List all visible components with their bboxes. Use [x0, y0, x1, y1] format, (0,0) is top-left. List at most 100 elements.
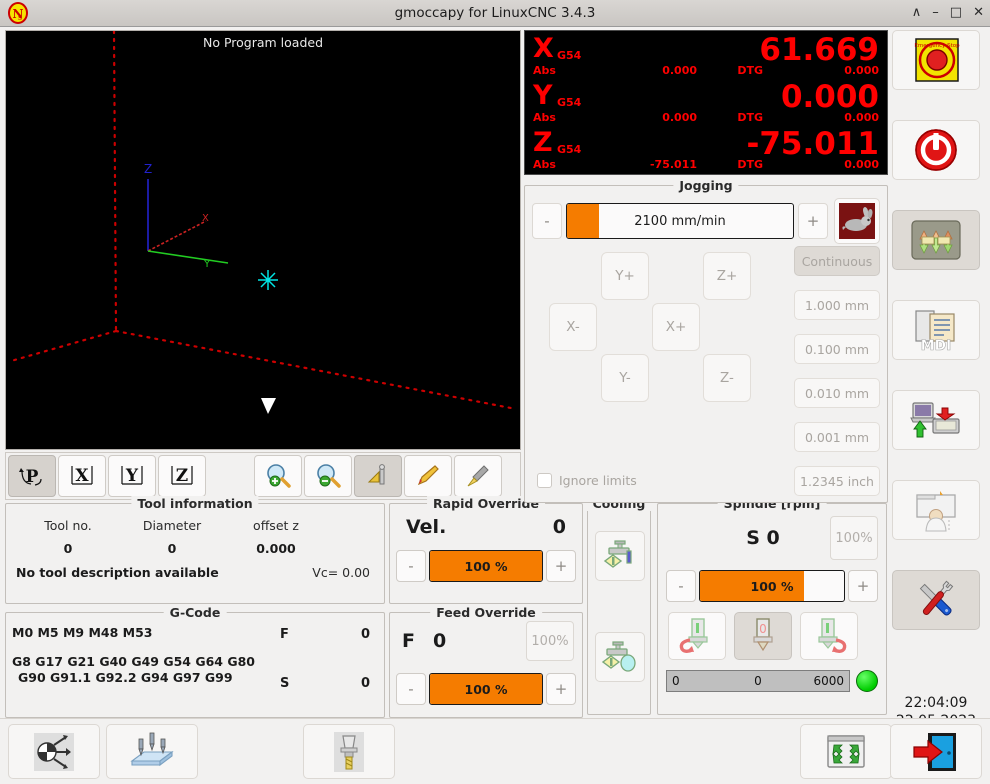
rapid-override-plus-button[interactable]: + — [546, 550, 576, 582]
jog-increment-0.1mm[interactable]: 0.100 mm — [794, 334, 880, 364]
dro-axis-y[interactable]: Y G54 0.000 Abs 0.000 DTG 0.000 — [531, 79, 881, 129]
spindle-override-value: 100 % — [750, 578, 794, 594]
jog-z-minus-button[interactable]: Z- — [703, 354, 751, 402]
jog-increment-inch[interactable]: 1.2345 inch — [794, 466, 880, 496]
svg-text:0: 0 — [759, 622, 767, 636]
view-z-button[interactable]: Z — [158, 455, 206, 497]
velocity-value: 0 — [552, 516, 566, 538]
zoom-in-button[interactable] — [254, 455, 302, 497]
spindle-override-bar[interactable]: 100 % — [699, 570, 845, 602]
spindle-cw-button[interactable] — [800, 612, 858, 660]
spindle-status-led — [856, 670, 878, 692]
exit-button[interactable] — [890, 724, 982, 779]
tool-info-values: 0 0 0.000 — [16, 541, 374, 556]
feed-override-minus-button[interactable]: - — [396, 673, 426, 705]
jog-x-plus-button[interactable]: X+ — [652, 303, 700, 351]
feed-label: F — [280, 627, 289, 642]
ignore-limits-row[interactable]: Ignore limits — [537, 473, 637, 488]
mdi-icon: MDI — [915, 310, 955, 353]
jog-increment-0.001mm[interactable]: 0.001 mm — [794, 422, 880, 452]
offset-z-header: offset z — [253, 518, 299, 533]
clear-plot-button[interactable] — [454, 455, 502, 497]
dro-display[interactable]: X G54 61.669 Abs 0.000 DTG 0.000 Y G54 0… — [524, 30, 888, 175]
dro-y-dtg-label: DTG — [737, 111, 763, 124]
tools-settings-icon — [919, 580, 954, 616]
jogging-frame: Jogging - 2100 mm/min + — [524, 178, 888, 503]
rapid-override-minus-button[interactable]: - — [396, 550, 426, 582]
feed-override-reset-button[interactable]: 100% — [526, 621, 574, 661]
homing-button[interactable] — [8, 724, 100, 779]
manual-mode-button[interactable] — [892, 210, 980, 270]
jog-x-minus-button[interactable]: X- — [549, 303, 597, 351]
emergency-stop-icon: Emergency Stop — [914, 38, 960, 82]
auto-mode-button[interactable] — [892, 390, 980, 450]
svg-text:s: s — [18, 13, 22, 22]
tool-no-header: Tool no. — [44, 518, 92, 533]
show-dimensions-button[interactable] — [354, 455, 402, 497]
minimize-button[interactable]: – — [932, 5, 939, 20]
dro-x-dtg-value: 0.000 — [844, 64, 879, 77]
feed-override-plus-button[interactable]: + — [546, 673, 576, 705]
spindle-ccw-icon — [679, 618, 708, 653]
mdi-mode-button[interactable]: MDI — [892, 300, 980, 360]
view-perspective-button[interactable]: P — [8, 455, 56, 497]
spindle-override-minus-button[interactable]: - — [666, 570, 696, 602]
ignore-limits-checkbox[interactable] — [537, 473, 552, 488]
offset-z-value: 0.000 — [256, 541, 296, 556]
dro-axis-z[interactable]: Z G54 -75.011 Abs -75.011 DTG 0.000 — [531, 127, 881, 176]
spindle-bar-current: 0 — [754, 674, 762, 688]
feed-override-bar[interactable]: 100 % — [429, 673, 543, 705]
touch-off-button[interactable] — [106, 724, 198, 779]
dro-y-value: 0.000 — [780, 79, 879, 115]
user-tabs-button[interactable] — [892, 480, 980, 540]
jog-y-plus-button[interactable]: Y+ — [601, 252, 649, 300]
feed-override-value: 100 % — [464, 681, 508, 697]
close-button[interactable]: ✕ — [973, 5, 984, 20]
fullscreen-button[interactable] — [800, 724, 892, 779]
jog-velocity-bar[interactable]: 2100 mm/min — [566, 203, 794, 239]
feed-override-title: Feed Override — [430, 605, 542, 620]
spindle-ccw-button[interactable] — [668, 612, 726, 660]
dro-x-abs-value: 0.000 — [662, 64, 697, 77]
spindle-bar-max: 6000 — [813, 674, 844, 688]
shade-button[interactable]: ∧ — [911, 5, 922, 20]
rapid-toggle-button[interactable] — [834, 198, 880, 244]
spindle-override-plus-button[interactable]: + — [848, 570, 878, 602]
jog-button-pad: Y+ Z+ X- X+ Y- Z- — [525, 250, 887, 420]
edit-program-button[interactable] — [404, 455, 452, 497]
jog-z-plus-button[interactable]: Z+ — [703, 252, 751, 300]
rapid-override-bar[interactable]: 100 % — [429, 550, 543, 582]
manual-jog-icon — [911, 220, 961, 260]
estop-button[interactable]: Emergency Stop — [892, 30, 980, 90]
svg-text:X: X — [202, 213, 209, 224]
jog-increment-continuous[interactable]: Continuous — [794, 246, 880, 276]
machine-power-button[interactable] — [892, 120, 980, 180]
jog-velocity-minus-button[interactable]: - — [532, 203, 562, 239]
maximize-button[interactable]: □ — [949, 5, 963, 20]
jog-y-minus-button[interactable]: Y- — [601, 354, 649, 402]
settings-button[interactable] — [892, 570, 980, 630]
preview-3d-scene: Z X Y — [9, 31, 518, 414]
gcode-preview-area[interactable]: No Program loaded Z X Y — [5, 30, 521, 450]
spindle-override-reset-button[interactable]: 100% — [830, 516, 878, 560]
dro-z-dtg-label: DTG — [737, 158, 763, 171]
dro-y-dtg-value: 0.000 — [844, 111, 879, 124]
spindle-stop-button[interactable]: 0 — [734, 612, 792, 660]
clock-time: 22:04:09 — [904, 695, 968, 711]
mist-coolant-button[interactable] — [595, 632, 645, 682]
dro-x-coordsys: G54 — [557, 49, 582, 62]
svg-text:Z: Z — [144, 162, 152, 176]
view-x-button[interactable]: X — [58, 455, 106, 497]
gcode-frame: G-Code M0 M5 M9 M48 M53 G8 G17 G21 G40 G… — [5, 605, 385, 718]
view-y-button[interactable]: Y — [108, 455, 156, 497]
dro-axis-x[interactable]: X G54 61.669 Abs 0.000 DTG 0.000 — [531, 33, 881, 82]
zoom-out-button[interactable] — [304, 455, 352, 497]
jog-increment-0.01mm[interactable]: 0.010 mm — [794, 378, 880, 408]
speed-label: S — [280, 676, 290, 691]
diameter-header: Diameter — [142, 518, 202, 533]
jog-velocity-plus-button[interactable]: + — [798, 203, 828, 239]
tool-change-button[interactable] — [303, 724, 395, 779]
flood-coolant-button[interactable] — [595, 531, 645, 581]
jog-increment-1mm[interactable]: 1.000 mm — [794, 290, 880, 320]
